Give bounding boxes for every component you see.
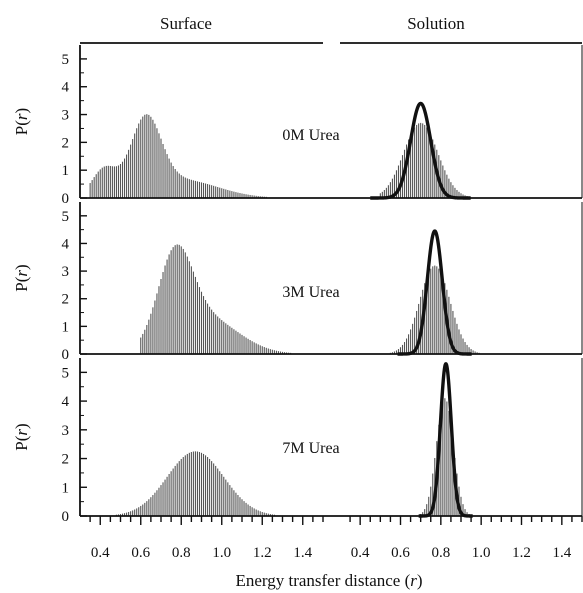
y-tick-label: 0 [62, 347, 70, 363]
y-tick-label: 3 [62, 423, 70, 439]
y-tick-label: 2 [62, 452, 70, 468]
solution-x-axis: 0.4 0.6 0.8 1.0 1.2 1.4 [349, 516, 583, 561]
y-tick-label: 1 [62, 163, 70, 179]
y-label-suffix: ) [12, 264, 31, 270]
surface-histogram [115, 451, 275, 516]
solution-histogram [420, 398, 470, 516]
fit-curve [417, 362, 474, 518]
solution-x-tick-label: 0.6 [391, 545, 410, 561]
x-label-suffix: ) [417, 571, 423, 590]
surface-x-tick-label: 1.4 [293, 545, 312, 561]
y-label-suffix: ) [12, 108, 31, 114]
y-label-prefix: P( [12, 276, 31, 291]
y-label-suffix: ) [12, 423, 31, 429]
y-label-var: r [12, 113, 31, 120]
y-tick-label: 5 [62, 209, 70, 225]
y-label-prefix: P( [12, 435, 31, 450]
y-tick-label: 4 [62, 236, 70, 252]
y-tick-label: 3 [62, 264, 70, 280]
y-tick-label: 4 [62, 80, 70, 96]
solution-x-tick-label: 0.8 [431, 545, 450, 561]
surface-x-axis: 0.4 0.6 0.8 1.0 1.2 1.4 [89, 516, 324, 561]
solution-x-tick-label: 1.4 [552, 545, 571, 561]
surface-x-tick-label: 1.0 [212, 545, 231, 561]
y-tick-label: 2 [62, 292, 70, 308]
y-axis-label: P(r) [12, 423, 31, 450]
panel-annotation: 3M Urea [282, 284, 339, 301]
panel-2: 0 1 2 3 4 5 P(r) 3M Urea [12, 202, 583, 363]
y-tick-label: 0 [62, 191, 70, 207]
surface-x-tick-label: 0.6 [131, 545, 150, 561]
panel-3: 0 1 2 3 4 5 P(r) 7M Urea [12, 358, 583, 525]
column-title-solution: Solution [407, 14, 465, 33]
solution-histogram [379, 122, 470, 198]
y-label-var: r [12, 270, 31, 277]
solution-x-tick-label: 0.4 [351, 545, 370, 561]
y-tick-label: 5 [62, 52, 70, 68]
y-tick-label: 0 [62, 509, 70, 525]
surface-x-tick-label: 0.8 [172, 545, 191, 561]
surface-x-tick-label: 0.4 [91, 545, 110, 561]
y-tick-label: 1 [62, 480, 70, 496]
solution-x-tick-label: 1.2 [512, 545, 531, 561]
y-tick-label: 3 [62, 108, 70, 124]
y-tick-label: 1 [62, 319, 70, 335]
y-label-var: r [12, 429, 31, 436]
x-label-prefix: Energy transfer distance ( [235, 571, 410, 590]
panel-1: 0 1 2 3 4 5 P(r) 0M Urea [12, 45, 583, 207]
x-label-var: r [410, 571, 417, 590]
y-axis-label: P(r) [12, 108, 31, 135]
y-tick-label: 5 [62, 365, 70, 381]
y-tick-label: 4 [62, 394, 70, 410]
y-label-prefix: P( [12, 120, 31, 135]
panel-annotation: 0M Urea [282, 127, 339, 144]
surface-x-tick-label: 1.2 [253, 545, 272, 561]
y-axis-label: P(r) [12, 264, 31, 291]
x-axis-label: Energy transfer distance (r) [235, 571, 422, 590]
column-title-surface: Surface [160, 14, 212, 33]
surface-histogram [140, 244, 292, 354]
y-tick-label: 2 [62, 135, 70, 151]
solution-x-tick-label: 1.0 [472, 545, 491, 561]
surface-histogram [89, 114, 267, 198]
solution-histogram [389, 265, 480, 354]
panel-annotation: 7M Urea [282, 440, 339, 457]
